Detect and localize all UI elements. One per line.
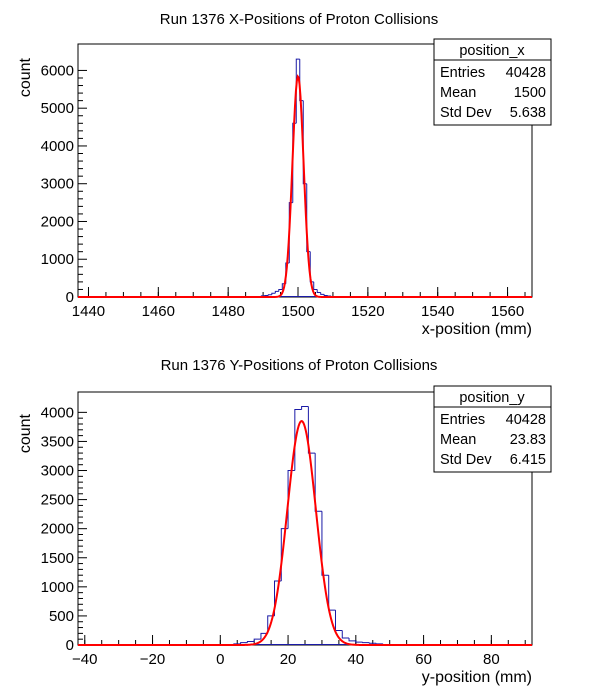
chart-x-ytick-label: 1000: [41, 251, 74, 268]
chart-y-stats-label-stddev: Std Dev: [440, 452, 492, 468]
chart-y-xaxis: −40 −20 0 20 40 60 80: [72, 635, 525, 668]
chart-y-hist-bin: [369, 643, 376, 644]
chart-x-hist-bin: [272, 293, 275, 295]
chart-x-hist-bin: [275, 291, 278, 293]
chart-y-xtick-label: −40: [72, 651, 97, 668]
chart-x-stats-label-entries: Entries: [440, 65, 485, 81]
chart-y-hist-bin: [342, 630, 349, 638]
chart-y-ytick-label: 2000: [41, 521, 74, 538]
chart-x-ytick-label: 5000: [41, 100, 74, 117]
chart-x-stats-label-stddev: Std Dev: [440, 105, 492, 121]
chart-x-xtick-label: 1560: [491, 303, 524, 320]
chart-y-xtick-label: 60: [415, 651, 432, 668]
chart-y-stats-label-entries: Entries: [440, 412, 485, 428]
chart-y-ytick-label: 1500: [41, 550, 74, 567]
chart-y-hist-bin: [241, 643, 248, 644]
chart-x-xtick-label: 1480: [211, 303, 244, 320]
chart-y-hist-bin: [349, 638, 356, 641]
chart-x-hist-bin: [328, 295, 331, 296]
chart-x-title: Run 1376 X-Positions of Proton Collision…: [160, 11, 438, 28]
chart-x-ytick-label: 3000: [41, 176, 74, 193]
chart-x-xtick-label: 1460: [142, 303, 175, 320]
chart-x-ytick-label: 4000: [41, 138, 74, 155]
chart-y-ytick-label: 3000: [41, 463, 74, 480]
chart-x-xaxis: 1440 1460 1480 1500 1520 1540 1560: [72, 287, 525, 320]
chart-x-hist-bin: [324, 294, 327, 295]
chart-y-ytick-label: 4000: [41, 404, 74, 421]
chart-y-xlabel: y-position (mm): [422, 669, 532, 686]
chart-x-stats-value-mean: 1500: [514, 85, 546, 101]
chart-y-hist-bin: [335, 610, 342, 630]
chart-y-stats-value-entries: 40428: [506, 412, 546, 428]
chart-y-hist-bin: [247, 642, 254, 643]
chart-x-xtick-label: 1440: [72, 303, 105, 320]
chart-y-xtick-label: −20: [140, 651, 165, 668]
chart-x-panel: Run 1376 X-Positions of Proton Collision…: [17, 11, 551, 338]
chart-x-stats-label-mean: Mean: [440, 85, 476, 101]
chart-x-ytick-label: 6000: [41, 62, 74, 79]
chart-y-hist-bin: [356, 641, 363, 642]
chart-x-xtick-label: 1500: [281, 303, 314, 320]
chart-y-stats-value-mean: 23.83: [510, 432, 546, 448]
chart-x-hist-bin: [279, 289, 282, 291]
chart-y-stats-name: position_y: [459, 390, 525, 406]
chart-y-stats-box: position_y Entries 40428 Mean 23.83 Std …: [434, 386, 551, 472]
chart-y-stats-value-stddev: 6.415: [510, 452, 546, 468]
chart-y-ytick-label: 2500: [41, 492, 74, 509]
chart-x-ylabel: count: [17, 57, 34, 97]
chart-y-hist-bin: [363, 642, 370, 643]
chart-y-xtick-label: 20: [280, 651, 297, 668]
chart-x-hist-bin: [321, 292, 324, 294]
chart-x-stats-value-entries: 40428: [506, 65, 546, 81]
chart-y-xtick-label: 80: [483, 651, 500, 668]
chart-x-xtick-label: 1520: [351, 303, 384, 320]
chart-x-ytick-label: 2000: [41, 213, 74, 230]
chart-y-title: Run 1376 Y-Positions of Proton Collision…: [161, 357, 438, 374]
chart-y-ytick-label: 1000: [41, 579, 74, 596]
chart-x-hist-bin: [317, 289, 320, 292]
chart-x-stats-value-stddev: 5.638: [510, 105, 546, 121]
chart-x-hist-bin: [314, 282, 317, 290]
chart-y-ylabel: count: [17, 413, 34, 453]
chart-y-ytick-label: 500: [49, 608, 74, 625]
chart-y-hist-bin: [302, 407, 309, 410]
chart-y-panel: Run 1376 Y-Positions of Proton Collision…: [17, 357, 551, 686]
chart-y-xtick-label: 40: [347, 651, 364, 668]
chart-x-hist-bin: [268, 295, 271, 296]
chart-x-xlabel: x-position (mm): [422, 321, 532, 338]
chart-y-hist-bin: [329, 575, 336, 610]
chart-x-xtick-label: 1540: [421, 303, 454, 320]
chart-y-hist-bin: [376, 643, 383, 644]
chart-x-stats-box: position_x Entries 40428 Mean 1500 Std D…: [434, 39, 551, 125]
chart-y-hist-bin: [315, 453, 322, 511]
chart-y-stats-label-mean: Mean: [440, 432, 476, 448]
chart-x-stats-name: position_x: [459, 43, 525, 59]
chart-y-xtick-label: 0: [216, 651, 224, 668]
chart-y-ytick-label: 3500: [41, 433, 74, 450]
